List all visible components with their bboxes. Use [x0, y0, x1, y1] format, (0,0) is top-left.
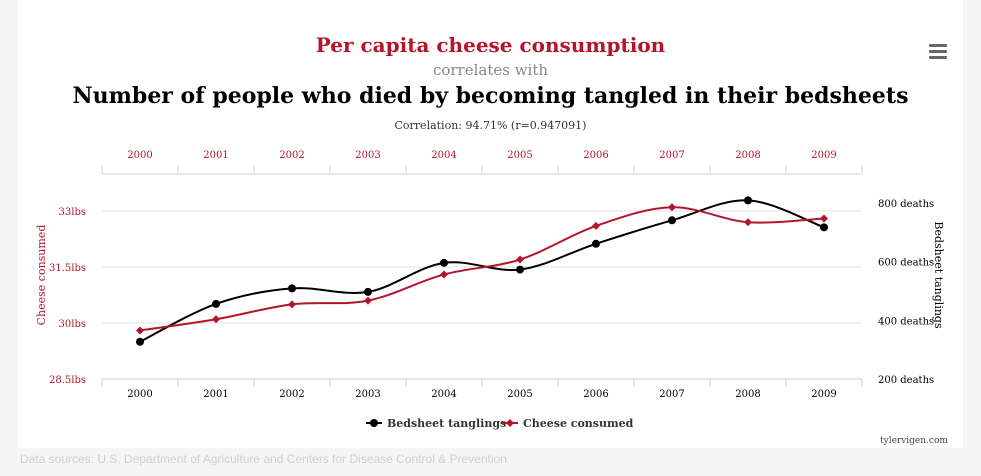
right-tick-label: 800 deaths: [878, 199, 934, 210]
bedsheet-data-point: [440, 258, 448, 267]
cheese-data-point: [668, 203, 676, 212]
bedsheet-data-point: [820, 223, 828, 232]
x-tick-label-bottom: 2005: [507, 389, 532, 400]
x-tick-label-top: 2003: [355, 150, 380, 161]
bedsheet-data-point: [136, 337, 144, 346]
x-tick-label-bottom: 2006: [583, 389, 608, 400]
left-tick-label: 31.5lbs: [49, 263, 86, 274]
x-tick-label-bottom: 2009: [811, 389, 836, 400]
bedsheet-series-line: [139, 199, 825, 343]
cheese-data-point: [516, 255, 524, 264]
bedsheet-data-point: [744, 196, 752, 205]
chart-correlates-with: correlates with: [432, 61, 549, 79]
cheese-data-point: [136, 326, 144, 335]
left-tick-label: 28.5lbs: [49, 375, 86, 386]
cheese-data-point: [820, 214, 828, 223]
x-tick-label-bottom: 2000: [127, 389, 152, 400]
chart-subtitle: Number of people who died by becoming ta…: [72, 83, 909, 109]
credit-text: tylervigen.com: [880, 436, 948, 446]
correlation-text: Correlation: 94.71% (r=0.947091): [394, 119, 587, 132]
legend-cheese-marker: [506, 419, 514, 427]
x-tick-label-top: 2004: [431, 150, 456, 161]
left-axis-title: Cheese consumed: [35, 225, 48, 326]
legend-cheese-label: Cheese consumed: [523, 417, 634, 430]
right-tick-label: 600 deaths: [878, 258, 934, 269]
x-tick-label-bottom: 2004: [431, 389, 456, 400]
bedsheet-data-point: [364, 287, 372, 296]
chart-card: [18, 0, 963, 448]
left-tick-label: 30lbs: [59, 319, 86, 330]
bedsheet-data-point: [212, 299, 220, 308]
x-tick-label-top: 2002: [279, 150, 304, 161]
left-tick-label: 33lbs: [59, 207, 86, 218]
bedsheet-data-point: [516, 265, 524, 274]
right-tick-label: 400 deaths: [878, 316, 934, 327]
right-tick-label: 200 deaths: [878, 375, 934, 386]
x-tick-label-top: 2005: [507, 150, 532, 161]
x-tick-label-bottom: 2007: [659, 389, 684, 400]
x-tick-label-top: 2008: [735, 150, 760, 161]
x-tick-label-top: 2000: [127, 150, 152, 161]
x-tick-label-top: 2006: [583, 150, 608, 161]
cheese-data-point: [364, 296, 372, 305]
x-tick-label-bottom: 2003: [355, 389, 380, 400]
legend-bedsheet-label: Bedsheet tanglings: [387, 417, 506, 430]
right-axis-title: Bedsheet tanglings: [932, 221, 945, 329]
cheese-series-line: [139, 206, 825, 332]
x-tick-label-bottom: 2001: [203, 389, 228, 400]
cheese-data-point: [744, 218, 752, 227]
x-tick-label-top: 2001: [203, 150, 228, 161]
data-sources-footer: Data sources: U.S. Department of Agricul…: [20, 452, 507, 466]
x-tick-label-top: 2009: [811, 150, 836, 161]
legend-bedsheet-marker: [370, 419, 378, 427]
cheese-data-point: [592, 221, 600, 230]
hamburger-menu-icon[interactable]: [927, 42, 949, 62]
x-tick-label-bottom: 2002: [279, 389, 304, 400]
x-tick-label-bottom: 2008: [735, 389, 760, 400]
cheese-data-point: [440, 270, 448, 279]
bedsheet-data-point: [668, 216, 676, 225]
cheese-data-point: [212, 315, 220, 324]
bedsheet-data-point: [288, 284, 296, 293]
chart-title: Per capita cheese consumption: [315, 33, 666, 57]
x-tick-label-top: 2007: [659, 150, 684, 161]
cheese-data-point: [288, 300, 296, 309]
bedsheet-data-point: [592, 239, 600, 248]
